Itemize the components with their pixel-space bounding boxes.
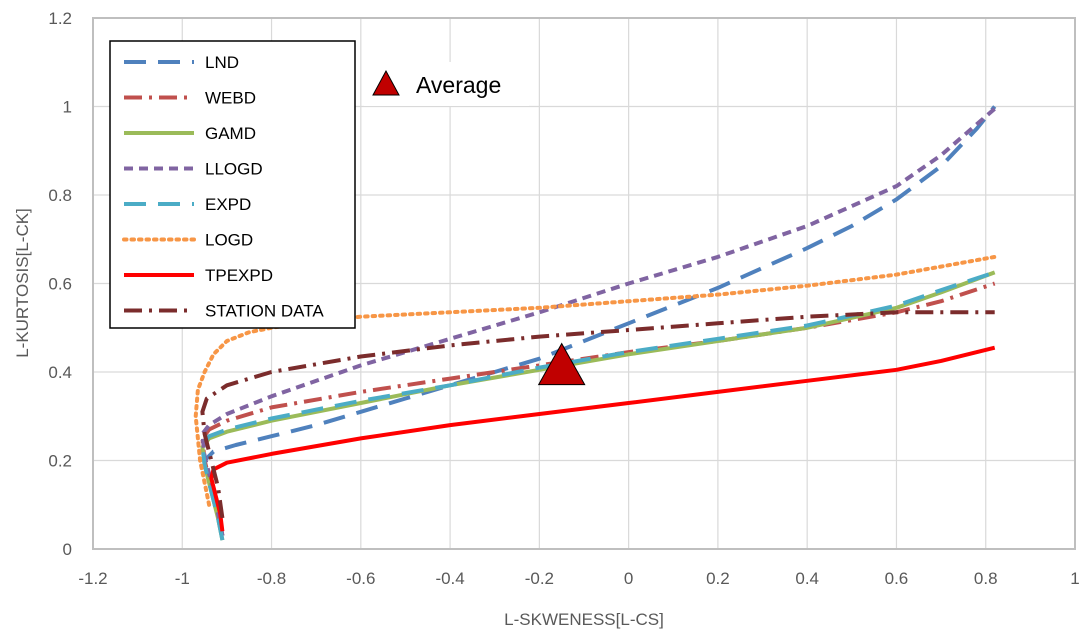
average-marker-group: Average xyxy=(364,62,586,386)
y-tick-label: 0.4 xyxy=(48,363,72,382)
data-series xyxy=(193,105,997,541)
legend: LND WEBD GAMD LLOGD EXPD LOGD TPEXPD STATION DA… xyxy=(109,40,356,329)
legend-label: LLOGD xyxy=(205,160,263,179)
y-tick-label: 0 xyxy=(63,540,72,559)
y-axis-tick-labels: 0 0.2 0.4 0.6 0.8 1 1.2 xyxy=(48,9,72,559)
x-tick-label: -0.4 xyxy=(435,569,464,588)
average-label: Average xyxy=(416,72,501,98)
y-axis-title: L-KURTOSIS[L-CK] xyxy=(13,208,32,358)
y-tick-label: 0.2 xyxy=(48,452,72,471)
x-tick-label: 0.8 xyxy=(974,569,998,588)
legend-label: GAMD xyxy=(205,124,256,143)
x-axis-title: L-SKWENESS[L-CS] xyxy=(504,610,664,629)
x-axis-tick-labels: -1.2 -1 -0.8 -0.6 -0.4 -0.2 0 0.2 0.4 0.6 0.8 1 xyxy=(78,569,1079,588)
y-tick-label: 1.2 xyxy=(48,9,72,28)
legend-label: LND xyxy=(205,53,239,72)
legend-box xyxy=(109,40,356,329)
legend-label: LOGD xyxy=(205,231,253,250)
y-tick-label: 0.8 xyxy=(48,186,72,205)
y-tick-label: 0.6 xyxy=(48,275,72,294)
legend-label: EXPD xyxy=(205,195,251,214)
x-tick-label: -0.6 xyxy=(346,569,375,588)
x-tick-label: 0.6 xyxy=(885,569,909,588)
x-tick-label: 1 xyxy=(1070,569,1079,588)
x-tick-label: 0 xyxy=(624,569,633,588)
x-tick-label: -1.2 xyxy=(78,569,107,588)
series-line-station-data xyxy=(200,310,995,519)
legend-label: WEBD xyxy=(205,89,256,108)
legend-label: STATION DATA xyxy=(205,302,324,321)
x-tick-label: 0.2 xyxy=(706,569,730,588)
average-marker xyxy=(537,342,586,386)
y-tick-label: 1 xyxy=(63,98,72,117)
series-line-expd xyxy=(200,270,996,541)
x-tick-label: -1 xyxy=(175,569,190,588)
legend-label: TPEXPD xyxy=(205,266,273,285)
average-legend-icon xyxy=(372,69,400,96)
plot-area-border xyxy=(92,17,1076,550)
x-tick-label: 0.4 xyxy=(795,569,819,588)
x-tick-label: -0.2 xyxy=(525,569,554,588)
x-tick-label: -0.8 xyxy=(257,569,286,588)
series-line-tpexpd xyxy=(209,345,996,532)
series-line-llogd xyxy=(200,107,997,537)
